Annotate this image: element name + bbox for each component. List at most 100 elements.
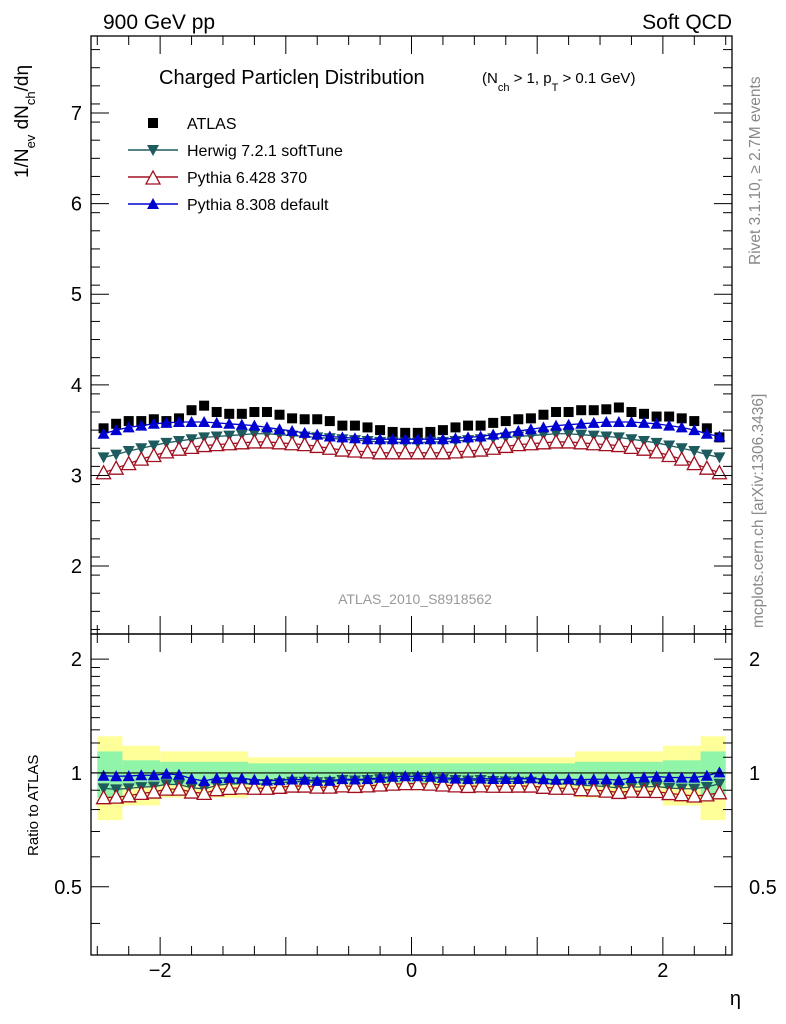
ratio-point-pythia-6-428-370 — [183, 783, 200, 799]
main-point-pythia-8-308-default — [235, 418, 248, 430]
main-point-pythia-8-308-default — [512, 425, 525, 437]
ratio-point-pythia-8-308-default — [575, 773, 588, 785]
main-point-pythia-8-308-default — [122, 421, 135, 433]
main-point-pythia-6-428-370 — [284, 435, 301, 451]
main-point-pythia-8-308-default — [97, 427, 110, 439]
ratio-series-pythia-8-308-default — [97, 766, 726, 786]
main-point-herwig-7-2-1-softtune — [97, 452, 110, 464]
main-point-atlas — [299, 414, 310, 425]
ratio-point-pythia-8-308-default — [374, 771, 387, 783]
ratio-point-pythia-6-428-370 — [346, 778, 364, 794]
ratio-point-pythia-8-308-default — [361, 773, 374, 785]
main-point-atlas — [412, 427, 423, 438]
ratio-point-pythia-6-428-370 — [158, 780, 175, 796]
main-point-pythia-6-428-370 — [585, 435, 602, 451]
main-point-atlas — [186, 405, 197, 416]
ratio-point-pythia-6-428-370 — [547, 779, 565, 795]
ratio-point-pythia-6-428-370 — [510, 777, 527, 793]
main-point-pythia-8-308-default — [248, 419, 261, 431]
ratio-point-pythia-8-308-default — [424, 770, 437, 782]
main-point-pythia-6-428-370 — [221, 435, 238, 451]
main-point-atlas — [324, 416, 335, 427]
main-point-atlas — [312, 414, 323, 425]
main-point-atlas — [274, 409, 285, 420]
x-axis-label: η — [730, 988, 741, 1010]
ratio-point-pythia-8-308-default — [638, 771, 651, 783]
main-point-pythia-6-428-370 — [384, 444, 401, 460]
ratio-point-pythia-8-308-default — [587, 773, 600, 785]
main-point-pythia-6-428-370 — [560, 433, 577, 449]
ratio-point-pythia-6-428-370 — [610, 784, 627, 800]
legend-entry-pythia8: Pythia 8.308 default — [128, 197, 329, 214]
main-point-pythia-6-428-370 — [133, 450, 150, 466]
main-point-pythia-6-428-370 — [271, 434, 288, 450]
main-point-atlas — [111, 418, 122, 429]
main-point-pythia-8-308-default — [650, 417, 663, 429]
ratio-point-pythia-6-428-370 — [170, 780, 188, 796]
main-point-atlas — [601, 404, 612, 415]
main-point-atlas — [261, 407, 272, 418]
legend-marker-pythia8 — [147, 198, 159, 209]
ratio-point-pythia-8-308-default — [122, 770, 135, 782]
main-point-pythia-8-308-default — [399, 433, 412, 445]
ratio-point-pythia-8-308-default — [248, 773, 261, 785]
x-tick-label: 0 — [406, 960, 417, 982]
main-point-atlas — [639, 408, 650, 419]
ratio-point-pythia-6-428-370 — [560, 779, 577, 795]
main-point-pythia-8-308-default — [336, 431, 349, 443]
ratio-point-pythia-6-428-370 — [233, 779, 250, 795]
main-point-pythia-6-428-370 — [346, 442, 364, 458]
main-point-pythia-8-308-default — [273, 423, 286, 435]
main-point-atlas — [425, 426, 436, 437]
ratio-point-pythia-8-308-default — [550, 773, 563, 785]
main-point-pythia-6-428-370 — [246, 433, 263, 449]
main-point-pythia-6-428-370 — [208, 436, 225, 452]
main-series-pythia-8-308-default — [97, 415, 726, 445]
main-point-atlas — [337, 420, 348, 431]
main-point-atlas — [375, 425, 386, 436]
header-right-label: Soft QCD — [642, 11, 732, 34]
main-point-pythia-6-428-370 — [698, 459, 715, 475]
ratio-point-pythia-8-308-default — [386, 770, 399, 782]
main-point-pythia-8-308-default — [223, 417, 236, 429]
main-point-herwig-7-2-1-softtune — [160, 437, 173, 449]
main-point-pythia-6-428-370 — [258, 433, 276, 449]
ratio-point-pythia-6-428-370 — [673, 786, 690, 802]
main-point-pythia-6-428-370 — [635, 440, 653, 456]
main-point-pythia-8-308-default — [311, 428, 324, 440]
ratio-point-pythia-8-308-default — [524, 772, 537, 784]
ratio-y-tick-label: 1 — [71, 763, 82, 785]
main-point-atlas — [588, 405, 599, 416]
main-point-pythia-6-428-370 — [522, 435, 539, 451]
ratio-point-pythia-6-428-370 — [535, 778, 552, 794]
main-point-herwig-7-2-1-softtune — [135, 443, 148, 455]
ratio-point-pythia-6-428-370 — [334, 777, 351, 793]
main-point-pythia-8-308-default — [323, 430, 336, 442]
main-y-tick-label: 5 — [71, 284, 82, 306]
ratio-point-pythia-8-308-default — [625, 771, 638, 783]
ratio-y-axis-label: Ratio to ATLAS — [25, 755, 42, 856]
ratio-point-pythia-8-308-default — [135, 769, 148, 781]
x-tick-label: −2 — [149, 960, 172, 982]
ratio-point-pythia-8-308-default — [286, 773, 299, 785]
main-point-atlas — [287, 413, 298, 424]
main-point-pythia-6-428-370 — [95, 464, 112, 480]
ratio-point-pythia-6-428-370 — [698, 786, 715, 802]
main-point-atlas — [488, 417, 499, 428]
ratio-point-herwig-7-2-1-softtune — [713, 778, 726, 790]
ratio-point-pythia-6-428-370 — [522, 777, 539, 793]
main-point-pythia-6-428-370 — [233, 434, 250, 450]
main-point-pythia-6-428-370 — [673, 450, 690, 466]
main-point-pythia-8-308-default — [600, 415, 613, 427]
main-point-herwig-7-2-1-softtune — [713, 452, 726, 464]
ratio-point-pythia-6-428-370 — [95, 789, 112, 805]
mcplots-label: mcplots.cern.ch [arXiv:1306.3436] — [750, 394, 767, 628]
main-point-pythia-6-428-370 — [196, 437, 213, 453]
ratio-point-pythia-8-308-default — [462, 773, 475, 785]
main-point-atlas — [664, 411, 675, 422]
main-point-pythia-6-428-370 — [472, 441, 489, 457]
ratio-panel: 0.5 0.5 1 1 2 2 −2 0 2 Ratio to ATLAS η — [25, 633, 777, 1010]
main-point-herwig-7-2-1-softtune — [110, 449, 123, 461]
main-point-herwig-7-2-1-softtune — [650, 437, 663, 449]
main-point-pythia-6-428-370 — [535, 434, 552, 450]
